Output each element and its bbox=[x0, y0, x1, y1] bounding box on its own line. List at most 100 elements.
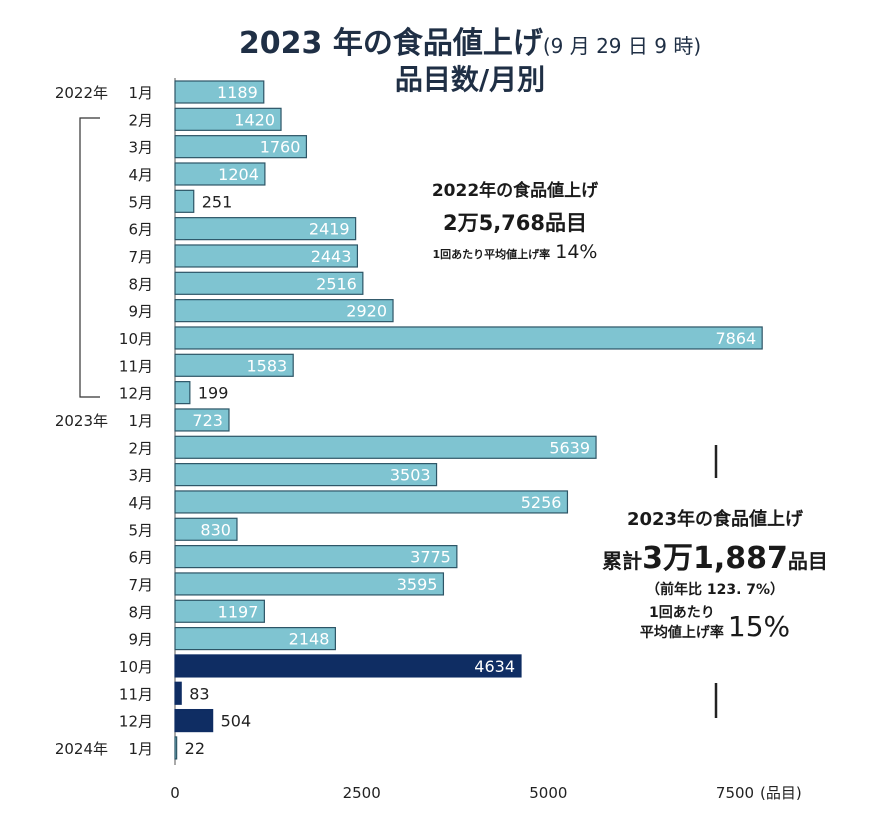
annotation-2023-rate: 15% bbox=[727, 610, 791, 643]
bar-value-label-24: 22 bbox=[185, 739, 205, 758]
category-label-17: 6月 bbox=[128, 549, 153, 567]
x-tick-label-0: 0 bbox=[170, 784, 180, 802]
bar-value-label-14: 3503 bbox=[390, 466, 431, 485]
annotation-2022-heading: 2022年の食品値上げ bbox=[431, 181, 599, 201]
bar-value-label-0: 1189 bbox=[217, 83, 258, 102]
annotation-2023-total: 3万1,887 bbox=[642, 541, 788, 576]
bar-9 bbox=[174, 326, 763, 350]
bar-22 bbox=[174, 681, 182, 705]
bar-21 bbox=[174, 654, 522, 678]
bar-value-label-4: 251 bbox=[202, 192, 233, 211]
category-label-15: 4月 bbox=[128, 494, 153, 512]
chart-title: 2023 年の食品値上げ(9 月 29 日 9 時) bbox=[170, 18, 770, 62]
category-label-12: 1月 bbox=[128, 412, 153, 430]
annotation-2022-total: 2万5,768品目 bbox=[442, 211, 588, 235]
bar-12 bbox=[174, 408, 230, 432]
category-label-5: 6月 bbox=[128, 221, 153, 239]
bar-15 bbox=[174, 490, 569, 514]
category-label-13: 2月 bbox=[128, 439, 153, 457]
bar-13 bbox=[174, 435, 597, 459]
category-label-11: 12月 bbox=[119, 385, 153, 403]
category-label-24: 1月 bbox=[128, 740, 153, 758]
bar-value-label-18: 3595 bbox=[397, 575, 438, 594]
category-label-19: 8月 bbox=[128, 603, 153, 621]
bar-20 bbox=[174, 626, 336, 651]
year-label-24: 2024年 bbox=[55, 740, 108, 758]
bar-11 bbox=[174, 381, 191, 405]
bar-value-label-22: 83 bbox=[189, 684, 209, 703]
bar-value-label-6: 2443 bbox=[311, 247, 352, 266]
chart-subtitle: 品目数/月別 bbox=[394, 63, 546, 96]
category-label-8: 9月 bbox=[128, 303, 153, 321]
bar-value-label-16: 830 bbox=[200, 520, 231, 539]
x-tick-label-2: 5000 bbox=[529, 784, 567, 802]
bar-16 bbox=[174, 517, 238, 541]
bar-value-label-5: 2419 bbox=[309, 220, 350, 239]
year-label-12: 2023年 bbox=[55, 412, 108, 430]
bar-value-label-2: 1760 bbox=[260, 138, 301, 157]
bar-8 bbox=[174, 299, 394, 323]
annotation-2022: 2022年の食品値上げ 2万5,768品目 1回あたり平均値上げ率 14% bbox=[380, 176, 650, 263]
year-label-0: 2022年 bbox=[55, 84, 108, 102]
bar-19 bbox=[174, 599, 265, 623]
category-label-14: 3月 bbox=[128, 467, 153, 485]
bar-value-label-10: 1583 bbox=[246, 356, 287, 375]
category-label-18: 7月 bbox=[128, 576, 153, 594]
bar-value-label-11: 199 bbox=[198, 384, 229, 403]
bar-value-label-21: 4634 bbox=[474, 657, 515, 676]
bar-2 bbox=[174, 135, 308, 159]
category-label-10: 11月 bbox=[119, 357, 153, 375]
category-label-4: 5月 bbox=[128, 193, 153, 211]
bar-value-label-7: 2516 bbox=[316, 274, 357, 293]
category-label-7: 8月 bbox=[128, 275, 153, 293]
bar-10 bbox=[174, 353, 294, 377]
category-label-22: 11月 bbox=[119, 685, 153, 703]
category-label-1: 2月 bbox=[128, 111, 153, 129]
bar-value-label-8: 2920 bbox=[346, 302, 387, 321]
annotation-2023-total-suffix: 品目 bbox=[787, 549, 828, 573]
year-bracket-2022 bbox=[79, 117, 100, 398]
bar-6 bbox=[174, 244, 359, 268]
bar-14 bbox=[174, 463, 438, 487]
bar-3 bbox=[174, 162, 266, 186]
bar-value-label-19: 1197 bbox=[218, 602, 259, 621]
bar-value-label-12: 723 bbox=[192, 411, 223, 430]
bar-18 bbox=[174, 572, 445, 596]
category-label-3: 4月 bbox=[128, 166, 153, 184]
title-note: (9 月 29 日 9 時) bbox=[542, 34, 702, 58]
annotation-2022-rate: 14% bbox=[555, 241, 598, 263]
annotation-2023-rate-label-1: 1回あたり bbox=[649, 605, 715, 621]
title-text: 2023 年の食品値上げ bbox=[238, 26, 543, 61]
bar-value-label-3: 1204 bbox=[218, 165, 259, 184]
annotation-2022-rate-label: 1回あたり平均値上げ率 bbox=[432, 248, 551, 261]
bar-value-label-9: 7864 bbox=[715, 329, 756, 348]
annotation-2023-rate-label-2: 平均値上げ率 bbox=[639, 625, 724, 641]
annotation-2023: 2023年の食品値上げ 累計3万1,887品目 （前年比 123. 7%） 1回… bbox=[575, 505, 855, 643]
bar-value-label-13: 5639 bbox=[549, 438, 590, 457]
category-label-2: 3月 bbox=[128, 139, 153, 157]
category-label-21: 10月 bbox=[119, 658, 153, 676]
annotation-2023-heading: 2023年の食品値上げ bbox=[626, 509, 804, 530]
category-label-20: 9月 bbox=[128, 631, 153, 649]
category-label-9: 10月 bbox=[119, 330, 153, 348]
category-label-23: 12月 bbox=[119, 713, 153, 731]
bar-value-label-23: 504 bbox=[221, 712, 252, 731]
x-unit-label: (品目) bbox=[760, 784, 802, 802]
bar-0 bbox=[174, 80, 265, 104]
bar-23 bbox=[174, 708, 214, 733]
bar-value-label-15: 5256 bbox=[521, 493, 562, 512]
bar-24 bbox=[174, 736, 178, 760]
category-label-0: 1月 bbox=[128, 84, 153, 102]
bar-1 bbox=[174, 107, 282, 131]
bar-value-label-17: 3775 bbox=[410, 548, 451, 567]
x-tick-label-3: 7500 bbox=[716, 784, 754, 802]
annotation-2023-total-prefix: 累計 bbox=[602, 549, 643, 573]
bar-value-label-20: 2148 bbox=[289, 630, 330, 649]
bar-7 bbox=[174, 271, 364, 295]
category-label-16: 5月 bbox=[128, 521, 153, 539]
annotation-2023-yoy: （前年比 123. 7%） bbox=[645, 582, 785, 598]
category-label-6: 7月 bbox=[128, 248, 153, 266]
x-tick-label-1: 2500 bbox=[343, 784, 381, 802]
bar-5 bbox=[174, 217, 357, 241]
